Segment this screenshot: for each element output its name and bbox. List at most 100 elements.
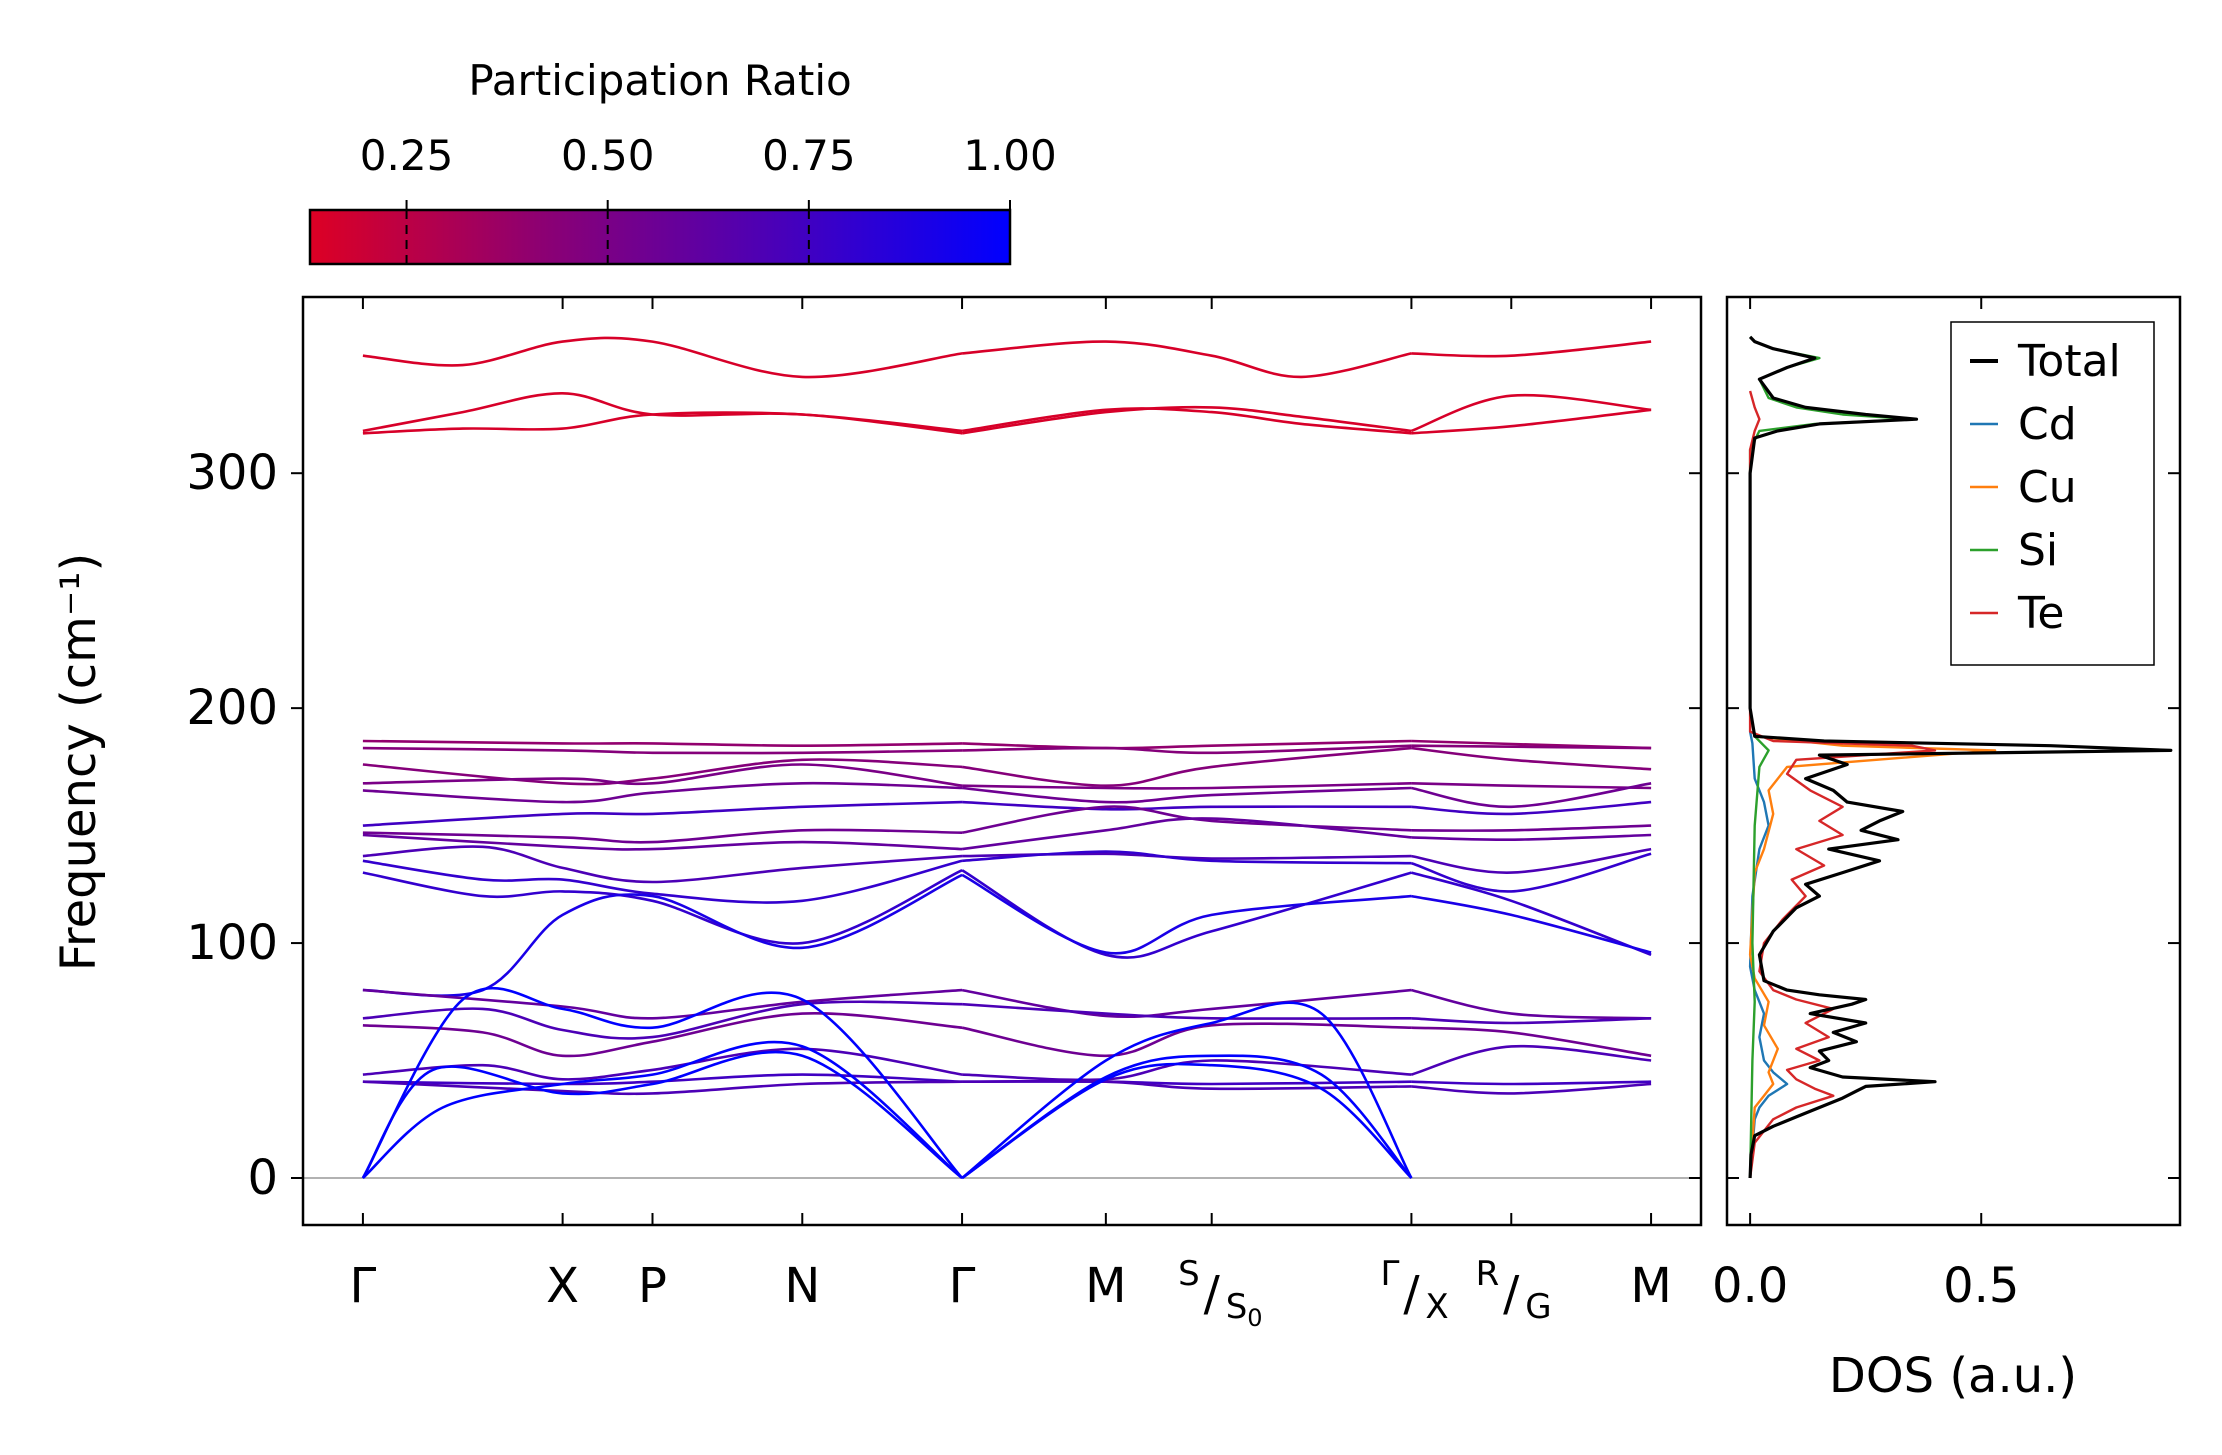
legend-label-total: Total [2017, 336, 2121, 387]
band-line-mid-2 [1411, 744, 1652, 750]
band-line-mid-10 [962, 850, 1412, 865]
colorbar-tick-label: 0.25 [360, 131, 454, 180]
legend-label-cu: Cu [2018, 462, 2077, 513]
band-line-mid-5 [362, 781, 963, 804]
k-point-label-upper: S [1178, 1254, 1200, 1294]
k-point-label: Γ [350, 1258, 377, 1314]
band-line-low-6 [962, 1079, 1412, 1091]
band-line-low-2 [1411, 1017, 1652, 1025]
band-line-low-1 [362, 988, 963, 1020]
k-point-label-pair: R / G [1476, 1254, 1552, 1327]
band-line-mid-10 [362, 859, 963, 904]
band-line-high-3 [961, 407, 1412, 435]
dos-line-te [1748, 390, 1937, 1179]
k-point-slash: / [1503, 1266, 1520, 1322]
band-line-mid-12 [362, 873, 963, 997]
k-point-slash: / [1204, 1266, 1221, 1322]
k-point-slash: / [1403, 1266, 1420, 1322]
colorbar-bar [308, 208, 1012, 266]
band-line-high-3 [362, 411, 963, 435]
band-line-acoustic-1 [361, 1050, 963, 1180]
k-point-label-upper: R [1476, 1254, 1500, 1294]
colorbar-title: Participation Ratio [468, 56, 851, 105]
band-line-low-4 [1411, 1044, 1652, 1076]
band-line-mid-2 [362, 746, 963, 755]
y-tick-label: 200 [186, 680, 278, 736]
band-line-high-2 [1410, 393, 1652, 433]
k-point-subscript: 0 [1247, 1304, 1262, 1332]
band-line-high-1 [961, 340, 1412, 379]
band-line-mid-12 [961, 873, 1412, 955]
band-line-mid-6 [1411, 800, 1652, 816]
band-line-high-1 [362, 336, 963, 379]
band-line-low-3 [1411, 1026, 1652, 1058]
k-point-label: Γ [949, 1258, 976, 1314]
y-tick-label: 300 [186, 445, 278, 501]
y-tick-label: 0 [247, 1150, 278, 1206]
dos-line-cd [1748, 731, 1789, 1179]
colorbar: Participation Ratio 0.25 0.50 0.75 1.00 [308, 56, 1057, 266]
k-point-label: N [784, 1258, 820, 1314]
legend-label-cd: Cd [2018, 399, 2077, 450]
band-line-mid-7 [362, 828, 963, 844]
band-line-mid-5 [961, 786, 1412, 804]
colorbar-tick-label: 0.75 [762, 131, 856, 180]
band-line-mid-9 [362, 845, 963, 884]
k-point-label-pair: Γ / X [1380, 1254, 1448, 1327]
k-point-label-upper: Γ [1380, 1254, 1399, 1294]
k-point-label: M [1085, 1258, 1126, 1314]
dos-panel: 0.0 0.5 DOS (a.u.) Total Cd Cu Si Te [1712, 295, 2182, 1404]
band-line-low-2 [362, 1000, 963, 1040]
band-line-acoustic-3 [361, 987, 964, 1179]
band-line-mid-1 [962, 739, 1412, 750]
band-line-mid-6 [362, 800, 963, 827]
band-line-mid-11 [961, 869, 1412, 959]
band-line-high-1 [1411, 340, 1652, 358]
k-point-label-lower: X [1425, 1287, 1448, 1327]
band-line-acoustic-2 [961, 1054, 1413, 1180]
k-point-label: M [1630, 1258, 1671, 1314]
legend-label-te: Te [2017, 588, 2064, 639]
band-line-mid-2 [962, 744, 1412, 755]
colorbar-tick-label: 1.00 [963, 131, 1057, 180]
band-line-acoustic-2 [362, 1040, 963, 1180]
band-line-mid-5 [1411, 782, 1652, 809]
band-line-mid-9 [1411, 847, 1652, 874]
band-line-high-2 [961, 405, 1412, 435]
band-line-mid-3 [961, 746, 1412, 788]
dos-line-total [1748, 335, 2173, 1179]
y-tick-label: 100 [186, 915, 278, 971]
dos-axes-frame [1725, 295, 2182, 1227]
band-line-mid-8 [961, 817, 1412, 851]
dos-x-tick-label: 0.0 [1712, 1258, 1788, 1314]
band-line-low-3 [362, 1012, 963, 1058]
dos-line-cu [1748, 707, 1997, 1179]
band-line-high-3 [1411, 408, 1652, 435]
legend-box [1950, 321, 2155, 666]
dos-x-tick-label: 0.5 [1943, 1258, 2019, 1314]
band-line-mid-8 [1411, 833, 1652, 842]
band-line-mid-4 [1411, 782, 1652, 790]
k-point-label-pair: S / S0 [1178, 1254, 1262, 1332]
band-line-low-4 [362, 1047, 963, 1081]
band-line-low-5 [362, 1073, 963, 1086]
band-line-mid-4 [362, 763, 963, 787]
band-line-mid-3 [1411, 746, 1652, 771]
y-axis-label: Frequency (cm⁻¹) [51, 553, 107, 971]
band-line-mid-1 [362, 739, 963, 748]
band-line-mid-8 [362, 833, 963, 851]
k-point-label: P [638, 1258, 667, 1314]
band-axes-frame [301, 295, 1703, 1227]
band-line-low-2 [962, 1002, 1412, 1020]
band-line-low-1 [1411, 988, 1652, 1020]
legend: Total Cd Cu Si Te [1950, 321, 2155, 666]
band-line-low-6 [1411, 1082, 1652, 1095]
band-line-mid-10 [1411, 852, 1652, 893]
band-line-mid-4 [962, 782, 1412, 790]
k-point-label: X [546, 1258, 579, 1314]
x-axis-label-dos: DOS (a.u.) [1829, 1348, 2077, 1404]
band-line-mid-7 [961, 805, 1412, 834]
k-point-label-lower: G [1525, 1287, 1551, 1327]
